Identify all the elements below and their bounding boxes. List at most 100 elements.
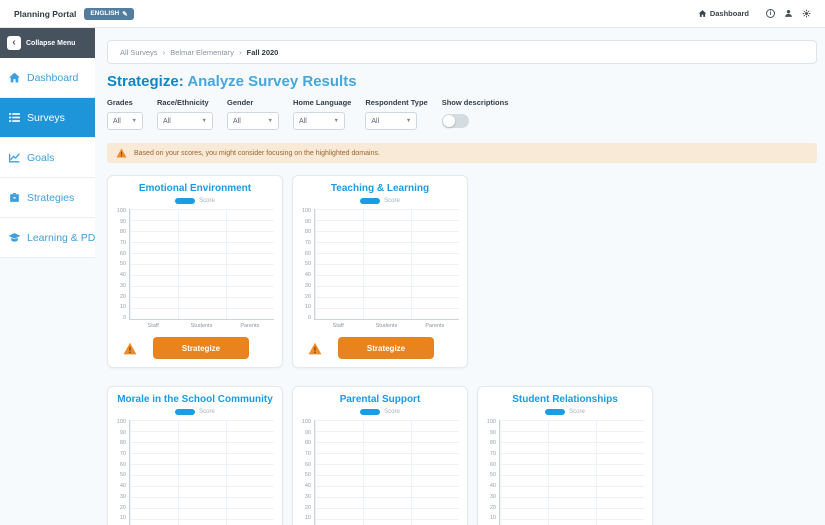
legend-swatch [360, 409, 381, 415]
y-tick: 100 [116, 419, 126, 425]
y-tick: 0 [307, 314, 311, 321]
y-tick: 90 [119, 429, 126, 436]
x-label: Parents [425, 323, 445, 329]
y-tick: 40 [304, 272, 311, 279]
x-label: Staff [332, 323, 344, 329]
chart-cards-row-1: Emotional Environment Score 100 90 80 70 60 5… [107, 175, 817, 368]
chart-legend: Score [486, 409, 644, 415]
chevron-down-icon: ▼ [405, 118, 412, 124]
topbar-dashboard-link[interactable]: Dashboard [698, 9, 749, 18]
y-tick: 100 [301, 419, 311, 425]
chevron-left-icon: ‹ [7, 36, 21, 50]
chevron-right-icon: › [238, 47, 242, 57]
y-tick: 70 [119, 451, 126, 458]
language-badge[interactable]: ENGLISH ✎ [84, 7, 134, 20]
y-tick: 90 [489, 429, 496, 436]
graduation-cap-icon [8, 231, 21, 244]
sidebar-item-label: Surveys [27, 111, 65, 124]
survey-domain-card: Emotional Environment Score 100 90 80 70 60 5… [107, 175, 283, 368]
legend-label: Score [569, 409, 585, 415]
sidebar-item-surveys[interactable]: Surveys [0, 98, 95, 138]
chart-title: Morale in the School Community [117, 394, 273, 405]
y-tick: 70 [304, 240, 311, 247]
topbar-dashboard-label: Dashboard [709, 9, 749, 18]
topbar: Planning Portal ENGLISH ✎ Dashboard i [0, 0, 825, 28]
filter-select[interactable]: All ▼ [365, 112, 418, 130]
legend-swatch [175, 198, 196, 204]
strategize-button[interactable]: Strategize [338, 337, 434, 359]
sidebar-item-learning-pd[interactable]: Learning & PD [0, 218, 95, 258]
sidebar: ‹ Collapse Menu Dashboard Surveys Goals … [0, 28, 95, 525]
chart-legend: Score [116, 409, 274, 415]
chart-title: Parental Support [339, 394, 421, 405]
plot-area [129, 420, 274, 525]
y-tick: 90 [304, 218, 311, 225]
y-tick: 30 [304, 493, 311, 500]
y-tick: 30 [489, 493, 496, 500]
y-tick: 60 [119, 250, 126, 257]
chart-title: Emotional Environment [138, 183, 252, 194]
card-footer: Strategize [301, 337, 459, 359]
survey-domain-card: Morale in the School Community Score 100… [107, 386, 283, 525]
warning-icon [116, 148, 127, 158]
filter-label: Grades [107, 98, 133, 107]
y-tick: 100 [116, 208, 126, 214]
filter-row: Grades All ▼ Race/Ethnicity All ▼ Gender… [107, 98, 817, 130]
home-icon [8, 71, 21, 84]
main-content: All Surveys › Belmar Elementary › Fall 2… [95, 28, 825, 525]
y-tick: 0 [122, 314, 126, 321]
breadcrumb-all-surveys[interactable]: All Surveys [120, 47, 158, 57]
sidebar-item-label: Learning & PD [27, 231, 96, 244]
filter-select-value: All [299, 117, 307, 125]
filter-label: Race/Ethnicity [157, 98, 209, 107]
info-icon[interactable]: i [766, 9, 775, 18]
filter-select[interactable]: All ▼ [107, 112, 143, 130]
collapse-menu-button[interactable]: ‹ Collapse Menu [0, 28, 95, 58]
collapse-menu-label: Collapse Menu [26, 39, 76, 47]
filter-select[interactable]: All ▼ [293, 112, 345, 130]
legend-swatch [360, 198, 381, 204]
sidebar-item-strategies[interactable]: Strategies [0, 178, 95, 218]
app-title: Planning Portal [14, 8, 77, 19]
y-tick: 50 [119, 261, 126, 268]
y-tick: 10 [489, 515, 496, 522]
filter-select[interactable]: All ▼ [227, 112, 279, 130]
filter-label: Respondent Type [365, 98, 428, 107]
chart-legend: Score [116, 198, 274, 204]
x-label: Students [190, 323, 213, 329]
sidebar-item-label: Strategies [27, 191, 75, 204]
y-tick: 80 [119, 440, 126, 447]
survey-list-icon [8, 111, 21, 124]
briefcase-icon [8, 191, 21, 204]
breadcrumb-current: Fall 2020 [246, 47, 279, 57]
filter-select[interactable]: All ▼ [157, 112, 213, 130]
y-tick: 30 [119, 493, 126, 500]
sidebar-item-goals[interactable]: Goals [0, 138, 95, 178]
plot-area [314, 420, 459, 525]
x-axis-labels: Staff Students Parents [314, 323, 459, 329]
strategize-button[interactable]: Strategize [153, 337, 249, 359]
sidebar-item-dashboard[interactable]: Dashboard [0, 58, 95, 98]
survey-domain-card: Student Relationships Score 100 90 80 70 60 5… [477, 386, 653, 525]
y-tick: 10 [304, 515, 311, 522]
chart-title: Student Relationships [512, 394, 618, 405]
y-tick: 10 [119, 515, 126, 522]
y-tick: 60 [304, 250, 311, 257]
chevron-down-icon: ▼ [267, 118, 273, 124]
y-tick: 80 [304, 229, 311, 236]
legend-label: Score [199, 409, 215, 415]
y-tick: 90 [119, 218, 126, 225]
y-tick: 20 [119, 504, 126, 511]
y-tick: 100 [301, 208, 311, 214]
show-descriptions-toggle[interactable] [441, 114, 469, 128]
warning-icon [123, 342, 137, 354]
filter-select-value: All [371, 117, 380, 125]
gear-icon[interactable] [802, 9, 811, 18]
user-icon[interactable] [784, 9, 793, 18]
breadcrumb-school[interactable]: Belmar Elementary [170, 47, 234, 57]
